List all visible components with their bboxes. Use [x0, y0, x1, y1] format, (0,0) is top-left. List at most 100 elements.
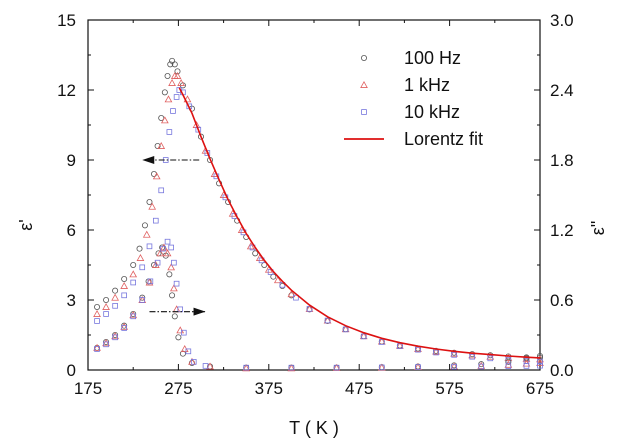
legend-item: 100 Hz [360, 48, 461, 68]
data-point [94, 346, 100, 352]
data-point [120, 322, 129, 330]
data-point [173, 94, 180, 100]
data-point [190, 359, 197, 365]
data-point [287, 290, 296, 298]
data-point [469, 353, 475, 360]
data-point [158, 187, 165, 194]
data-point [112, 303, 118, 309]
x-tick-label: 175 [74, 379, 102, 398]
data-point [360, 55, 367, 62]
data-point [195, 126, 202, 133]
data-point [168, 78, 176, 86]
data-point [505, 363, 512, 369]
series [94, 244, 544, 371]
x-tick-label: 275 [164, 379, 192, 398]
data-point [487, 355, 494, 362]
legend-label: 1 kHz [404, 75, 450, 95]
data-point [486, 352, 495, 360]
data-point [152, 172, 161, 180]
fit-line [178, 87, 541, 359]
data-point [102, 302, 110, 310]
data-point [139, 264, 146, 271]
data-point [173, 71, 182, 79]
data-point [333, 364, 340, 371]
data-point [164, 95, 173, 103]
data-point [360, 80, 368, 88]
data-point [478, 363, 485, 370]
data-point [537, 352, 544, 359]
data-point [197, 133, 204, 140]
data-point [93, 343, 101, 351]
series-layer [93, 57, 544, 372]
data-point [167, 61, 174, 68]
data-point [164, 238, 171, 245]
data-point [361, 109, 367, 115]
data-point [146, 243, 153, 250]
data-point [536, 358, 544, 366]
data-point [293, 294, 299, 301]
data-point [360, 333, 367, 340]
data-point [450, 349, 458, 357]
data-point [505, 358, 512, 365]
series [93, 71, 544, 363]
data-point [154, 259, 161, 266]
y-right-tick-label: 0.0 [550, 361, 574, 380]
data-point [415, 346, 421, 353]
data-point [136, 253, 145, 261]
legend-item: 10 kHz [361, 102, 460, 122]
data-point [121, 325, 127, 331]
annotation-layer [142, 156, 206, 316]
x-tick-label: 475 [345, 379, 373, 398]
legend-item: Lorentz fit [344, 129, 483, 149]
data-point [270, 273, 277, 280]
y-right-tick-label: 1.8 [550, 151, 574, 170]
y-left-tick-label: 6 [67, 221, 76, 240]
x-tick-label: 575 [435, 379, 463, 398]
data-point [504, 360, 513, 368]
y-left-axis-title: ε' [16, 219, 36, 230]
data-point [161, 89, 168, 96]
data-point [168, 244, 174, 251]
data-point [171, 61, 178, 68]
data-point [167, 263, 176, 271]
data-point [451, 363, 457, 370]
data-point [102, 339, 110, 347]
data-point [129, 311, 138, 319]
y-left-tick-label: 0 [67, 361, 76, 380]
data-point [171, 313, 178, 320]
data-point [121, 275, 128, 282]
data-point [523, 363, 530, 369]
y-left-tick-label: 9 [67, 151, 76, 170]
data-point [378, 339, 385, 345]
y-left-tick-label: 12 [57, 81, 76, 100]
y-right-axis-title: ε" [588, 221, 608, 235]
data-point [157, 141, 166, 149]
data-point [175, 334, 182, 341]
data-point [93, 309, 101, 317]
series [178, 87, 541, 359]
legend-label: Lorentz fit [404, 129, 483, 149]
data-point [103, 311, 109, 317]
data-point [202, 363, 209, 369]
data-point [171, 259, 177, 266]
data-point [378, 364, 385, 371]
tick-marks [87, 19, 541, 371]
legend-label: 10 kHz [404, 102, 460, 122]
data-point [397, 343, 403, 349]
series [94, 57, 544, 361]
data-point [111, 293, 119, 301]
data-point [468, 351, 477, 359]
data-point [415, 364, 421, 370]
data-point [130, 279, 137, 286]
legend-label: 100 Hz [404, 48, 461, 68]
x-tick-label: 675 [526, 379, 554, 398]
data-point [103, 296, 110, 303]
data-point [451, 352, 457, 358]
data-point [148, 202, 157, 210]
data-point [177, 306, 184, 313]
data-point [158, 115, 165, 122]
data-point [152, 217, 159, 224]
data-point [273, 276, 282, 284]
data-point [111, 332, 119, 340]
